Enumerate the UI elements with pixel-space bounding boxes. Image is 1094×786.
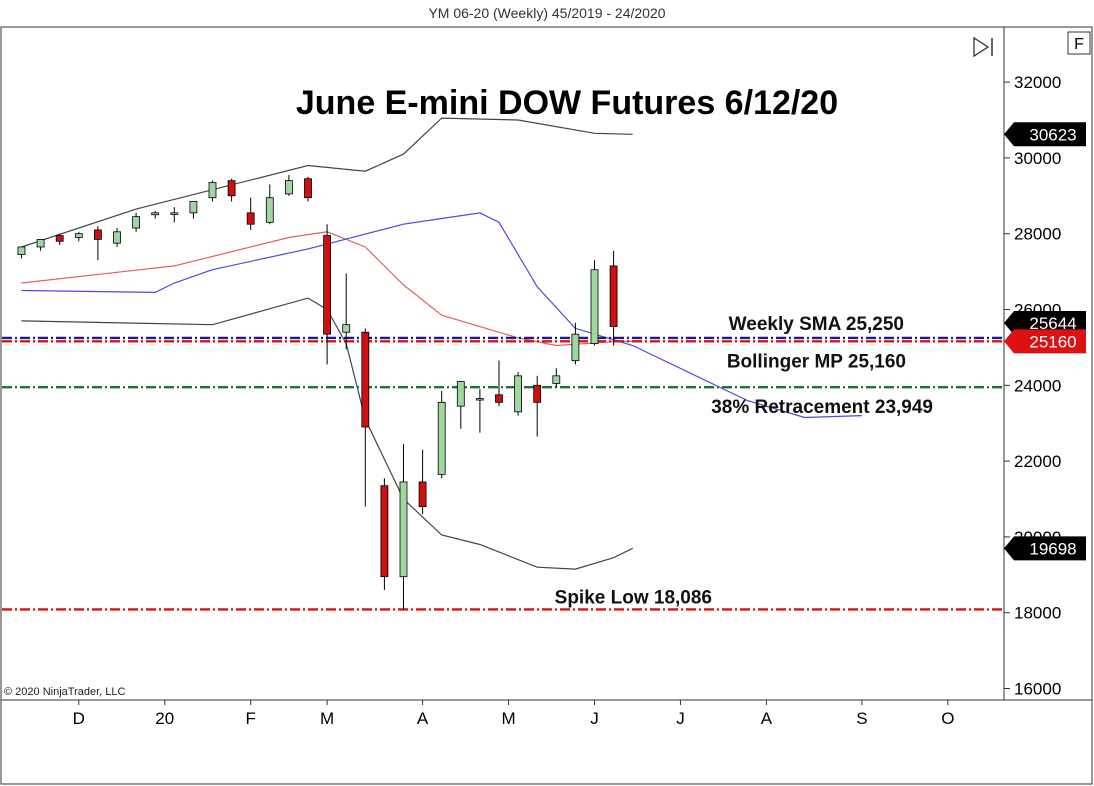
price-tag-label: 25644 (1029, 314, 1076, 333)
x-tick-label: M (501, 709, 515, 728)
candle-body-up (74, 233, 83, 238)
y-tick-label: 16000 (1014, 680, 1061, 699)
candle-body-down (94, 229, 102, 240)
candle-body-up (36, 238, 45, 248)
x-tick-label: J (676, 709, 685, 728)
candle-body-up (437, 401, 446, 475)
candle-body-down (323, 235, 332, 335)
level-lines: Weekly SMA 25,250 Bollinger MP 25,160 38% … (2, 314, 1003, 611)
candle-body-down (227, 180, 236, 197)
candle-body-down (304, 178, 312, 199)
candle-body-up (571, 333, 580, 362)
candle-body-down (533, 384, 542, 403)
x-tick-label: M (320, 709, 334, 728)
y-tick-label: 30000 (1014, 149, 1061, 168)
y-tick-label: 24000 (1014, 376, 1061, 395)
sma-line (21, 212, 862, 419)
y-tick-label: 32000 (1014, 73, 1061, 92)
candle-body-up (284, 180, 293, 195)
candle-body-down (380, 485, 389, 578)
y-tick-label: 22000 (1014, 452, 1061, 471)
f-toggle-button[interactable]: F (1067, 31, 1091, 55)
candle-body-up (265, 197, 274, 223)
candle-body-up (113, 231, 121, 244)
price-tag-label: 19698 (1029, 539, 1076, 558)
x-tick-label: S (856, 709, 867, 728)
candle-body-up (552, 375, 561, 384)
candle-body-down (361, 331, 370, 428)
price-tag (1004, 310, 1086, 335)
candle-body-down (418, 481, 427, 507)
y-axis: 1600018000200002200024000260002800030000… (1004, 73, 1061, 699)
level-label: Weekly SMA 25,250 (729, 314, 904, 335)
x-tick-label: A (417, 709, 429, 728)
candle-body-up (151, 212, 160, 216)
scroll-end-icon[interactable] (973, 36, 993, 58)
y-tick-label: 18000 (1014, 604, 1061, 623)
x-tick-label: O (941, 709, 954, 728)
candle-body-down (609, 265, 618, 327)
candlesticks (17, 174, 618, 610)
chart-title: June E-mini DOW Futures 6/12/20 (296, 84, 838, 122)
upper-bollinger-band (21, 117, 633, 248)
candle-body-up (456, 381, 465, 407)
candle-body-down (246, 212, 255, 225)
candle-body-down (55, 235, 64, 242)
candle-body-up (514, 375, 522, 413)
instrument-title: YM 06-20 (Weekly) 45/2019 - 24/2020 (428, 5, 666, 21)
x-tick-label: A (761, 709, 773, 728)
copyright-text: © 2020 NinjaTrader, LLC (4, 686, 125, 698)
x-tick-label: J (590, 709, 599, 728)
candle-body-up (590, 269, 599, 345)
candle-body-up (17, 246, 26, 255)
indicator-lines (21, 117, 862, 570)
f-toggle-label: F (1074, 36, 1084, 53)
x-tick-label: F (246, 709, 256, 728)
price-tag (1004, 122, 1086, 147)
candle-body-up (132, 216, 141, 229)
candle-body-up (189, 201, 198, 214)
candle-body-up (208, 182, 217, 199)
x-tick-label: 20 (155, 709, 174, 728)
price-tag (1004, 329, 1086, 354)
candle-body-up (342, 324, 351, 333)
candle-body-down (495, 394, 503, 403)
candle-body-up (399, 481, 408, 578)
y-tick-label: 28000 (1014, 225, 1061, 244)
price-tag-label: 30623 (1029, 125, 1076, 144)
price-tag-label: 25160 (1029, 332, 1076, 351)
level-label: Spike Low 18,086 (555, 587, 712, 608)
candle-body-up (170, 212, 179, 215)
price-tag (1004, 536, 1086, 561)
x-axis: D 20 F M A M J J A S O (73, 700, 954, 728)
level-label: Bollinger MP 25,160 (727, 351, 906, 372)
level-label: 38% Retracement 23,949 (711, 397, 933, 418)
x-tick-label: D (73, 709, 85, 728)
candle-body-up (475, 398, 484, 401)
chart-frame (0, 26, 1093, 785)
